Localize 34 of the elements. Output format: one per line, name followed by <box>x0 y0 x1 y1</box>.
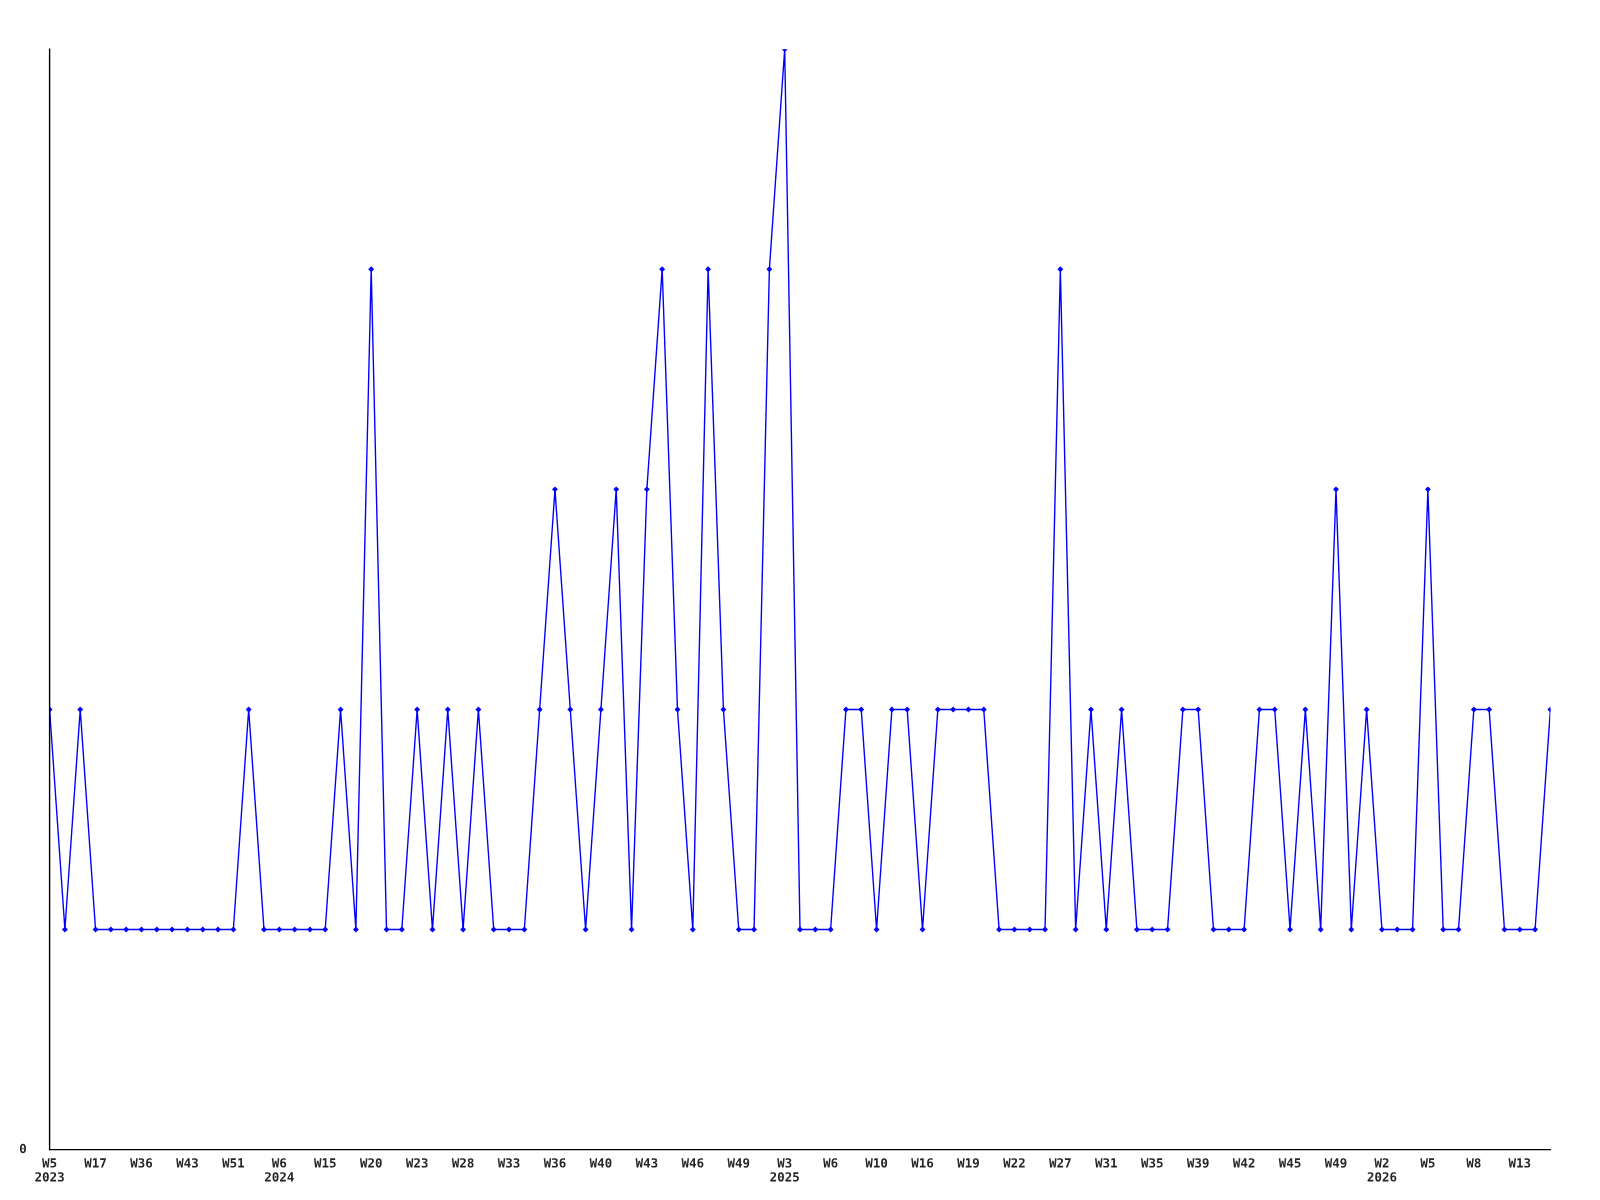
x-tick-label: W28 <box>451 1158 474 1168</box>
x-tick-label: W27 <box>1049 1158 1071 1168</box>
x-tick-label: W42 <box>1232 1158 1255 1168</box>
x-tick-label: W8 <box>1466 1158 1481 1168</box>
text: 0 <box>19 1143 26 1154</box>
x-tick-label: W49 <box>1324 1158 1347 1168</box>
x-tick-label: W33 <box>497 1158 520 1168</box>
x-tick-label: W23 <box>405 1158 428 1168</box>
x-tick-label: W15 <box>313 1158 336 1168</box>
x-tick-label: W10 <box>865 1158 888 1168</box>
x-tick-label: W36 <box>130 1158 153 1168</box>
x-tick-label: W36 <box>543 1158 566 1168</box>
x-tick-label: W51 <box>222 1158 245 1168</box>
x-tick-label: W6 2024 <box>264 1158 294 1182</box>
x-tick-label: W17 <box>84 1158 106 1168</box>
x-tick-label: W45 <box>1278 1158 1301 1168</box>
x-tick-label: W5 <box>1420 1158 1435 1168</box>
x-tick-label: W2 2026 <box>1367 1158 1397 1182</box>
x-tick-label: W43 <box>176 1158 198 1168</box>
x-tick-label: W43 <box>635 1158 658 1168</box>
x-tick-label: W39 <box>1186 1158 1209 1168</box>
x-tick-label: W5 2023 <box>35 1158 64 1182</box>
x-tick-label: W46 <box>681 1158 704 1168</box>
x-tick-label: W19 <box>957 1158 979 1168</box>
x-tick-label: W3 2025 <box>770 1158 799 1182</box>
x-tick-label: W49 <box>727 1158 750 1168</box>
x-tick-label: W16 <box>911 1158 934 1168</box>
x-tick-label: W13 <box>1508 1158 1531 1168</box>
x-tick-label: W22 <box>1003 1158 1025 1168</box>
x-tick-label: W40 <box>589 1158 612 1168</box>
x-tick-label: W20 <box>359 1158 382 1168</box>
x-tick-label: W35 <box>1140 1158 1163 1168</box>
x-tick-label: W6 <box>823 1158 838 1168</box>
x-tick-label: W31 <box>1095 1158 1117 1168</box>
